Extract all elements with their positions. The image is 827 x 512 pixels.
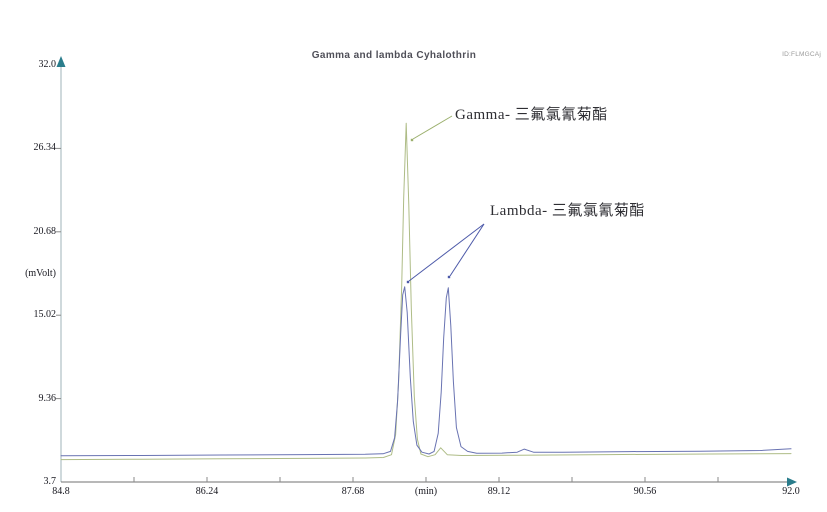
x-tick-label: 84.8 (52, 486, 70, 497)
pointer-line-lambda (408, 223, 485, 282)
x-tick-label: 87.68 (341, 486, 365, 497)
pointer-dot-lambda (406, 280, 410, 284)
y-tick-label: 32.0 (38, 59, 57, 70)
lambda-trace (60, 286, 792, 457)
pointer-dot-gamma (410, 138, 414, 142)
y-tick-label: 26.34 (33, 142, 57, 154)
peak-annotation-lambda: Lambda- 三氟氯氰菊酯 (490, 203, 645, 219)
peak-annotation-gamma: Gamma- 三氟氯氰菊酯 (455, 107, 608, 123)
pointer-line-lambda (449, 223, 485, 277)
pointer-dot-lambda (447, 275, 451, 279)
y-tick-label: (mVolt) (25, 267, 56, 279)
y-tick-label: 20.68 (33, 225, 57, 237)
x-axis-arrow-icon (787, 477, 797, 487)
chart-title: Gamma and lambda Cyhalothrin (311, 50, 477, 61)
method-id-label: ID:FLMGCAj (782, 51, 821, 58)
y-tick-label: 3.7 (43, 476, 57, 487)
x-tick-label: (min) (414, 486, 438, 497)
x-tick-label: 92.0 (782, 486, 800, 497)
x-tick-label: 89.12 (487, 486, 511, 497)
y-tick-label: 9.36 (38, 392, 57, 404)
x-tick-label: 90.56 (633, 486, 657, 497)
pointer-line-gamma (412, 115, 453, 140)
y-tick-label: 15.02 (33, 309, 57, 321)
y-axis-arrow-icon (56, 56, 66, 67)
gamma-trace (60, 122, 792, 461)
x-tick-label: 86.24 (195, 486, 219, 497)
